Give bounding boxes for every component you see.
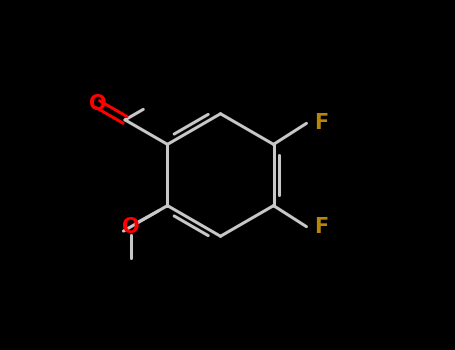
Text: F: F: [314, 113, 329, 133]
Text: F: F: [314, 217, 329, 237]
Text: O: O: [89, 94, 106, 114]
Text: O: O: [122, 217, 140, 237]
